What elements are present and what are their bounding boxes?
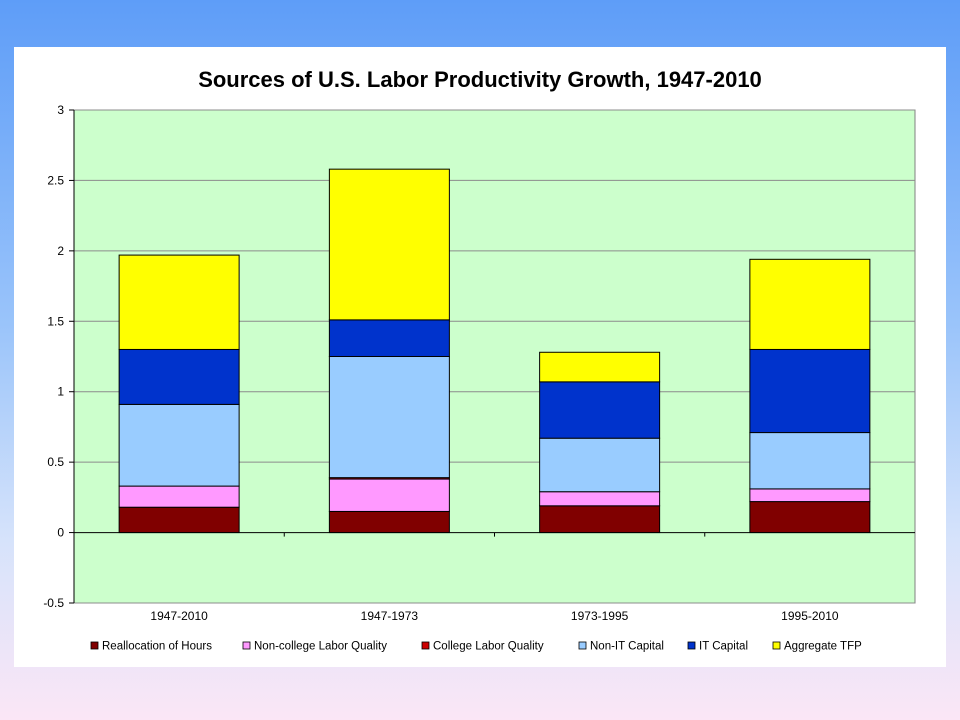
- bar-segment-aggregate-tfp: [749, 258, 871, 350]
- y-tick-label: 2.5: [47, 173, 64, 187]
- x-tick-label: 1947-1973: [361, 609, 419, 623]
- y-tick-label: 1: [57, 385, 64, 399]
- bar-segment-non-it-capital: [539, 437, 661, 493]
- y-tick-label: -0.5: [43, 596, 64, 610]
- bar-segment-non-it-capital: [328, 356, 450, 479]
- legend-label: IT Capital: [699, 641, 748, 653]
- bar-segment-it-capital: [118, 348, 240, 405]
- bar-segment-non-college-labor-quality: [328, 478, 450, 512]
- bar-segment-aggregate-tfp: [328, 168, 450, 321]
- bar-segment-non-it-capital: [749, 432, 871, 490]
- legend-label: College Labor Quality: [433, 641, 544, 653]
- y-tick-label: 2: [57, 244, 64, 258]
- bar-segment-non-college-labor-quality: [539, 491, 661, 507]
- bar-segment-reallocation-of-hours: [539, 505, 661, 534]
- bar-segment-it-capital: [328, 319, 450, 357]
- x-tick-label: 1995-2010: [781, 609, 839, 623]
- bar-segment-it-capital: [539, 381, 661, 439]
- legend-swatch: [687, 641, 696, 650]
- legend-swatch: [578, 641, 587, 650]
- legend-swatch: [242, 641, 251, 650]
- bar-segment-reallocation-of-hours: [328, 510, 450, 534]
- bar-segment-non-college-labor-quality: [749, 488, 871, 503]
- chart-title: Sources of U.S. Labor Productivity Growt…: [198, 67, 762, 92]
- bar-segment-reallocation-of-hours: [749, 501, 871, 534]
- y-tick-label: 1.5: [47, 314, 64, 328]
- x-tick-label: 1947-2010: [150, 609, 208, 623]
- y-tick-label: 3: [57, 103, 64, 117]
- bar-segment-reallocation-of-hours: [118, 506, 240, 534]
- legend-label: Reallocation of Hours: [102, 641, 212, 653]
- bar-segment-non-it-capital: [118, 403, 240, 487]
- bar-segment-non-college-labor-quality: [118, 485, 240, 508]
- bar-segment-it-capital: [749, 348, 871, 434]
- legend-label: Aggregate TFP: [784, 641, 862, 653]
- legend-label: Non-college Labor Quality: [254, 641, 387, 653]
- x-tick-label: 1973-1995: [571, 609, 629, 623]
- y-tick-label: 0: [57, 526, 64, 540]
- bar-segment-aggregate-tfp: [539, 351, 661, 383]
- bar-segment-aggregate-tfp: [118, 254, 240, 350]
- legend-label: Non-IT Capital: [590, 641, 664, 653]
- y-tick-label: 0.5: [47, 455, 64, 469]
- legend-swatch: [772, 641, 781, 650]
- legend-swatch: [421, 641, 430, 650]
- legend-swatch: [90, 641, 99, 650]
